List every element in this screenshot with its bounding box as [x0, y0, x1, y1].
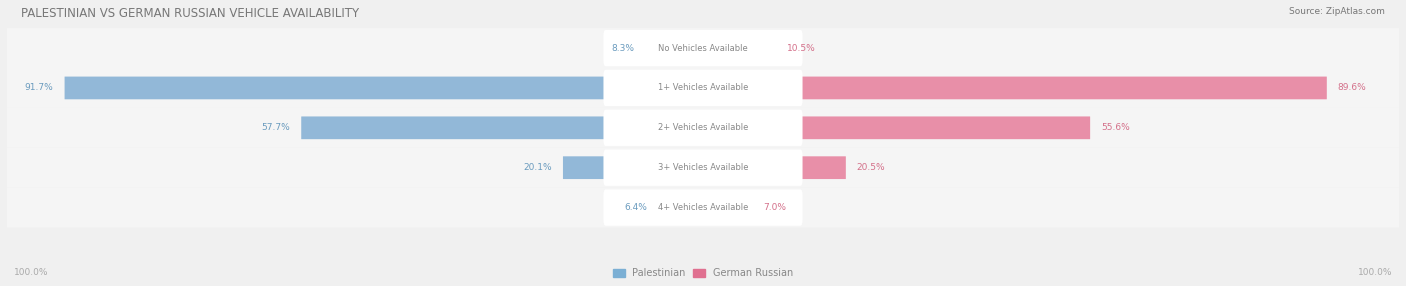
FancyBboxPatch shape: [703, 116, 1090, 139]
FancyBboxPatch shape: [603, 150, 803, 186]
FancyBboxPatch shape: [658, 196, 703, 219]
FancyBboxPatch shape: [7, 108, 1399, 148]
Text: PALESTINIAN VS GERMAN RUSSIAN VEHICLE AVAILABILITY: PALESTINIAN VS GERMAN RUSSIAN VEHICLE AV…: [21, 7, 359, 20]
FancyBboxPatch shape: [603, 70, 803, 106]
Text: 55.6%: 55.6%: [1101, 123, 1130, 132]
FancyBboxPatch shape: [603, 30, 803, 66]
Text: 89.6%: 89.6%: [1337, 84, 1367, 92]
FancyBboxPatch shape: [603, 110, 803, 146]
Text: 8.3%: 8.3%: [612, 43, 634, 53]
FancyBboxPatch shape: [7, 148, 1399, 188]
Text: 1+ Vehicles Available: 1+ Vehicles Available: [658, 84, 748, 92]
FancyBboxPatch shape: [645, 37, 703, 59]
Text: 7.0%: 7.0%: [763, 203, 786, 212]
Text: 4+ Vehicles Available: 4+ Vehicles Available: [658, 203, 748, 212]
Text: 6.4%: 6.4%: [624, 203, 647, 212]
FancyBboxPatch shape: [65, 77, 703, 99]
Text: Source: ZipAtlas.com: Source: ZipAtlas.com: [1289, 7, 1385, 16]
Text: 10.5%: 10.5%: [787, 43, 815, 53]
Text: 57.7%: 57.7%: [262, 123, 290, 132]
FancyBboxPatch shape: [7, 28, 1399, 68]
FancyBboxPatch shape: [603, 189, 803, 226]
Text: 20.1%: 20.1%: [523, 163, 553, 172]
FancyBboxPatch shape: [562, 156, 703, 179]
Text: 100.0%: 100.0%: [14, 268, 48, 277]
FancyBboxPatch shape: [7, 188, 1399, 227]
FancyBboxPatch shape: [703, 37, 776, 59]
Text: 20.5%: 20.5%: [856, 163, 886, 172]
Legend: Palestinian, German Russian: Palestinian, German Russian: [613, 268, 793, 278]
FancyBboxPatch shape: [301, 116, 703, 139]
Text: 91.7%: 91.7%: [25, 84, 53, 92]
Text: No Vehicles Available: No Vehicles Available: [658, 43, 748, 53]
Text: 100.0%: 100.0%: [1358, 268, 1392, 277]
Text: 2+ Vehicles Available: 2+ Vehicles Available: [658, 123, 748, 132]
FancyBboxPatch shape: [7, 68, 1399, 108]
FancyBboxPatch shape: [703, 196, 752, 219]
FancyBboxPatch shape: [703, 156, 846, 179]
FancyBboxPatch shape: [703, 77, 1327, 99]
Text: 3+ Vehicles Available: 3+ Vehicles Available: [658, 163, 748, 172]
